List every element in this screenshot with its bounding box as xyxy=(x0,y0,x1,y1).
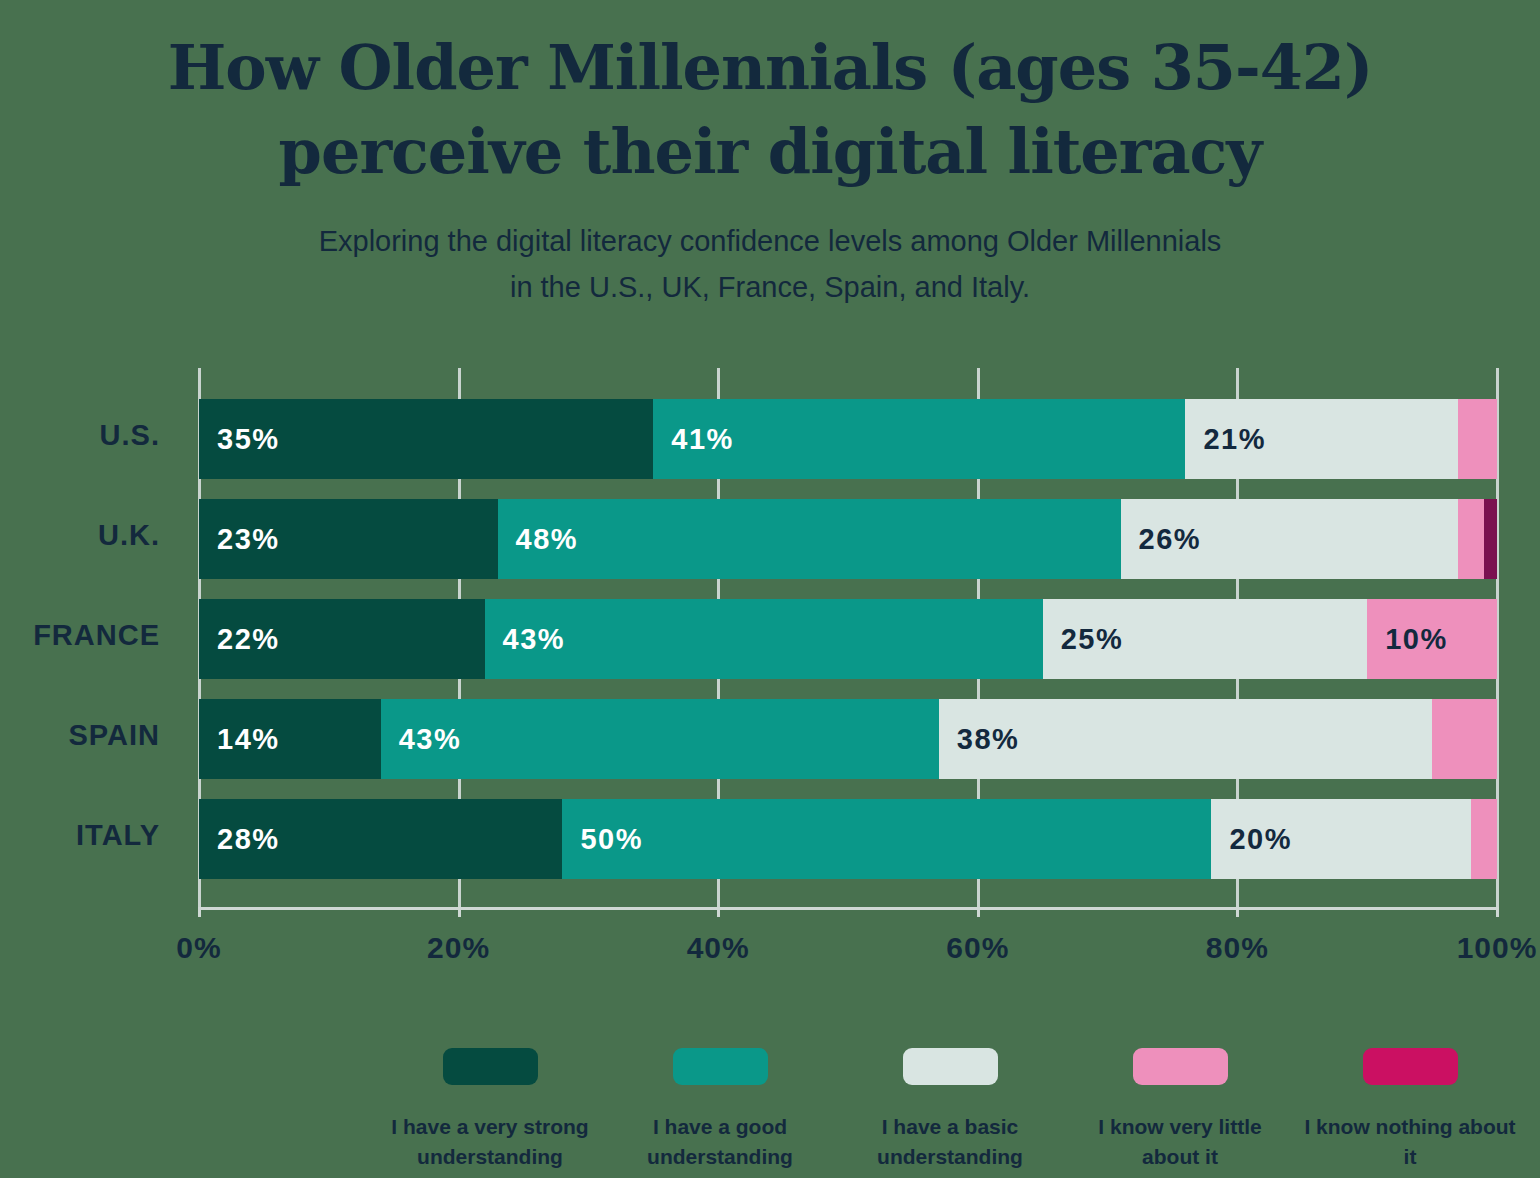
legend-swatch xyxy=(1363,1048,1458,1085)
legend-item: I have a good understanding xyxy=(605,1048,835,1172)
legend-swatch xyxy=(903,1048,998,1085)
bar-segment: 10% xyxy=(1367,599,1497,679)
bar-segment xyxy=(1484,499,1497,579)
bar-segment: 43% xyxy=(485,599,1043,679)
x-axis-tick-mark xyxy=(458,907,461,917)
bar-value-label: 38% xyxy=(939,723,1020,756)
bar-value-label: 28% xyxy=(199,823,280,856)
x-axis-tick-label: 100% xyxy=(1457,931,1538,965)
bar-segment: 38% xyxy=(939,699,1432,779)
legend-label: I have a very strong understanding xyxy=(383,1112,598,1172)
bar-segment: 22% xyxy=(199,599,485,679)
chart-title: How Older Millennials (ages 35-42) perce… xyxy=(0,26,1540,194)
bar-segment: 14% xyxy=(199,699,381,779)
x-axis-tick-label: 60% xyxy=(946,931,1009,965)
bar-value-label: 20% xyxy=(1211,823,1292,856)
bar-segment xyxy=(1432,699,1497,779)
x-axis-line xyxy=(198,907,1498,910)
bar-value-label: 50% xyxy=(562,823,643,856)
bar-segment: 21% xyxy=(1185,399,1458,479)
bar-value-label: 14% xyxy=(199,723,280,756)
row-label: SPAIN xyxy=(0,719,160,759)
bar-value-label: 10% xyxy=(1367,623,1448,656)
legend-swatch xyxy=(673,1048,768,1085)
bar-segment: 48% xyxy=(498,499,1121,579)
row-label: U.S. xyxy=(0,419,160,459)
chart-subtitle-line1: Exploring the digital literacy confidenc… xyxy=(0,218,1540,264)
x-axis-labels: 0%20%40%60%80%100% xyxy=(199,931,1497,971)
x-axis-tick-mark xyxy=(1236,907,1239,917)
bar-value-label: 35% xyxy=(199,423,280,456)
chart-subtitle-line2: in the U.S., UK, France, Spain, and Ital… xyxy=(0,264,1540,310)
legend-label: I have a basic understanding xyxy=(843,1112,1058,1172)
bar-segment: 35% xyxy=(199,399,653,479)
row-label: FRANCE xyxy=(0,619,160,659)
bar-segment: 20% xyxy=(1211,799,1471,879)
legend-label: I know nothing about it xyxy=(1303,1112,1518,1172)
chart-title-line1: How Older Millennials (ages 35-42) xyxy=(0,26,1540,110)
legend-item: I have a very strong understanding xyxy=(375,1048,605,1172)
bar-segment xyxy=(1458,499,1484,579)
bar-value-label: 21% xyxy=(1185,423,1266,456)
row-label: U.K. xyxy=(0,519,160,559)
legend-item: I have a basic understanding xyxy=(835,1048,1065,1172)
bar-segment xyxy=(1471,799,1497,879)
bar-value-label: 26% xyxy=(1121,523,1202,556)
bar-value-label: 43% xyxy=(485,623,566,656)
x-axis-tick-mark xyxy=(1496,907,1499,917)
row-labels: U.S. U.K. FRANCE SPAIN ITALY xyxy=(0,368,160,907)
chart-title-line2: perceive their digital literacy xyxy=(0,110,1540,194)
plot-area: 35% 41% 21% 23% 48% 26% 22% 43% 25% 10% 14% 43% 38% 2… xyxy=(199,368,1497,907)
bar-segment: 28% xyxy=(199,799,562,879)
bar-value-label: 22% xyxy=(199,623,280,656)
bar-row: 22% 43% 25% 10% xyxy=(199,599,1497,679)
row-label: ITALY xyxy=(0,819,160,859)
bar-segment: 23% xyxy=(199,499,498,579)
bar-value-label: 25% xyxy=(1043,623,1124,656)
legend-item: I know nothing about it xyxy=(1295,1048,1525,1172)
legend-swatch xyxy=(1133,1048,1228,1085)
x-axis-tick-label: 20% xyxy=(427,931,490,965)
page-root: How Older Millennials (ages 35-42) perce… xyxy=(0,0,1540,1178)
bar-value-label: 48% xyxy=(498,523,579,556)
bar-segment: 50% xyxy=(562,799,1211,879)
legend-swatch xyxy=(443,1048,538,1085)
x-axis-tick-mark xyxy=(717,907,720,917)
bar-row: 28% 50% 20% xyxy=(199,799,1497,879)
bar-segment: 26% xyxy=(1121,499,1458,579)
bar-segment: 41% xyxy=(653,399,1185,479)
bar-value-label: 23% xyxy=(199,523,280,556)
legend-item: I know very little about it xyxy=(1065,1048,1295,1172)
x-axis-tick-label: 80% xyxy=(1206,931,1269,965)
x-axis-tick-label: 40% xyxy=(687,931,750,965)
legend: I have a very strong understandingI have… xyxy=(375,1048,1525,1172)
bar-row: 14% 43% 38% xyxy=(199,699,1497,779)
x-axis-tick-label: 0% xyxy=(176,931,221,965)
x-axis-tick-mark xyxy=(198,907,201,917)
bar-segment: 43% xyxy=(381,699,939,779)
chart-subtitle: Exploring the digital literacy confidenc… xyxy=(0,218,1540,310)
bar-row: 35% 41% 21% xyxy=(199,399,1497,479)
bar-value-label: 43% xyxy=(381,723,462,756)
legend-label: I know very little about it xyxy=(1073,1112,1288,1172)
x-axis-tick-mark xyxy=(977,907,980,917)
bar-row: 23% 48% 26% xyxy=(199,499,1497,579)
bar-segment xyxy=(1458,399,1497,479)
bar-segment: 25% xyxy=(1043,599,1368,679)
legend-label: I have a good understanding xyxy=(613,1112,828,1172)
bar-value-label: 41% xyxy=(653,423,734,456)
